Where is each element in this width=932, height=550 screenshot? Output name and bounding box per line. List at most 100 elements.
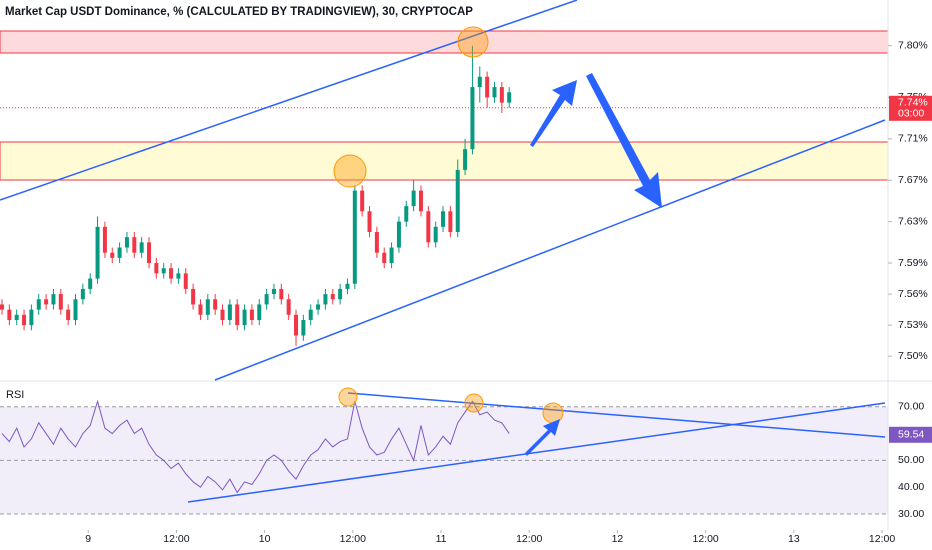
candle-body — [29, 309, 34, 326]
candle-body — [132, 237, 137, 253]
candle-body — [36, 299, 41, 310]
candle-body — [389, 247, 394, 264]
highlight — [457, 26, 489, 58]
candle-body — [286, 299, 291, 315]
highlight — [333, 154, 367, 188]
candle-body — [227, 304, 232, 320]
candle-body — [426, 211, 431, 243]
candle-body — [176, 273, 181, 279]
candle-body — [161, 268, 166, 274]
support-zone — [0, 141, 889, 181]
candle-body — [22, 314, 27, 326]
x-tick-label: 13 — [788, 533, 800, 545]
y-tick-label: 70.00 — [898, 401, 924, 413]
candle-body — [169, 268, 174, 279]
candle-body — [117, 247, 122, 258]
candle-body — [345, 283, 350, 289]
candle-body — [367, 211, 372, 232]
y-tick-label: 7.50% — [898, 350, 928, 362]
resistance-zone — [0, 30, 889, 54]
candle-body — [73, 299, 78, 320]
candle-body — [352, 190, 357, 284]
candle-body — [88, 278, 93, 289]
y-tick-label: 40.00 — [898, 481, 924, 493]
candle-body — [294, 314, 299, 336]
x-tick-label: 12 — [612, 533, 624, 545]
candle-body — [330, 294, 335, 300]
y-tick-label: 7.71% — [898, 133, 928, 145]
candle-body — [477, 76, 482, 88]
candle-body — [470, 87, 475, 150]
rsi-trend-up — [187, 402, 886, 503]
candle-body — [242, 309, 247, 326]
rsi-label: RSI — [6, 389, 24, 401]
candle-body — [257, 304, 262, 320]
y-tick-label: 7.53% — [898, 319, 928, 331]
candle-body — [448, 211, 453, 232]
candle-body — [279, 288, 284, 300]
candle-body — [220, 309, 225, 320]
candle-body — [0, 304, 4, 310]
candle-body — [411, 190, 416, 207]
candle-body — [396, 221, 401, 248]
highlight — [464, 393, 484, 413]
x-tick-label: 10 — [259, 533, 271, 545]
arrow — [525, 419, 560, 456]
candle-body — [66, 309, 71, 320]
candle-body — [95, 226, 100, 279]
y-tick-label: 7.59% — [898, 257, 928, 269]
candle-body — [7, 309, 12, 320]
x-tick-label: 12:00 — [516, 533, 542, 545]
candle-body — [58, 294, 63, 310]
annotations — [0, 0, 886, 503]
candle-body — [463, 149, 468, 170]
candle-body — [382, 252, 387, 264]
y-tick-label: 7.67% — [898, 174, 928, 186]
candle-body — [271, 288, 276, 295]
candle-body — [418, 190, 423, 212]
candle-body — [492, 87, 497, 98]
chart-title: Market Cap USDT Dominance, % (CALCULATED… — [5, 6, 473, 18]
candle-body — [14, 314, 19, 320]
candle-body — [198, 304, 203, 315]
y-tick-label: 7.63% — [898, 215, 928, 227]
x-tick-label: 11 — [436, 533, 447, 545]
y-tick-label: 50.00 — [898, 454, 924, 466]
candle-body — [301, 319, 306, 336]
y-tick-label: 7.56% — [898, 288, 928, 300]
channel-upper — [0, 0, 578, 201]
arrow — [586, 73, 662, 208]
x-tick-label: 12:00 — [163, 533, 189, 545]
y-tick-label: 30.00 — [898, 508, 924, 520]
candle-body — [249, 309, 254, 320]
candle-body — [44, 299, 49, 305]
candle-body — [191, 288, 196, 305]
candle-body — [404, 206, 409, 222]
rsi-value-label: 59.54 — [898, 429, 924, 441]
candle-body — [205, 299, 210, 315]
candle-body — [323, 294, 328, 305]
rsi-trend-down — [347, 392, 886, 438]
candle-body — [80, 288, 85, 300]
price-badge — [889, 95, 932, 121]
candle-body — [360, 190, 365, 212]
candle-body — [499, 87, 504, 103]
rsi-badge — [889, 426, 932, 443]
candle-body — [338, 288, 343, 300]
countdown: 03:00 — [898, 108, 924, 120]
candle-body — [154, 263, 159, 274]
candle-body — [507, 92, 512, 103]
x-tick-label: 12:00 — [693, 533, 719, 545]
candle-body — [485, 76, 490, 98]
rsi-line — [1, 399, 510, 494]
x-tick-label: 12:00 — [869, 533, 895, 545]
price-label: 7.74% — [898, 97, 928, 109]
candle-body — [102, 226, 107, 253]
candle-body — [147, 242, 152, 264]
y-tick-label: 7.80% — [898, 39, 928, 51]
candle-body — [213, 299, 218, 310]
candle-body — [51, 294, 56, 305]
candle-body — [308, 309, 313, 320]
candle-body — [264, 294, 269, 305]
